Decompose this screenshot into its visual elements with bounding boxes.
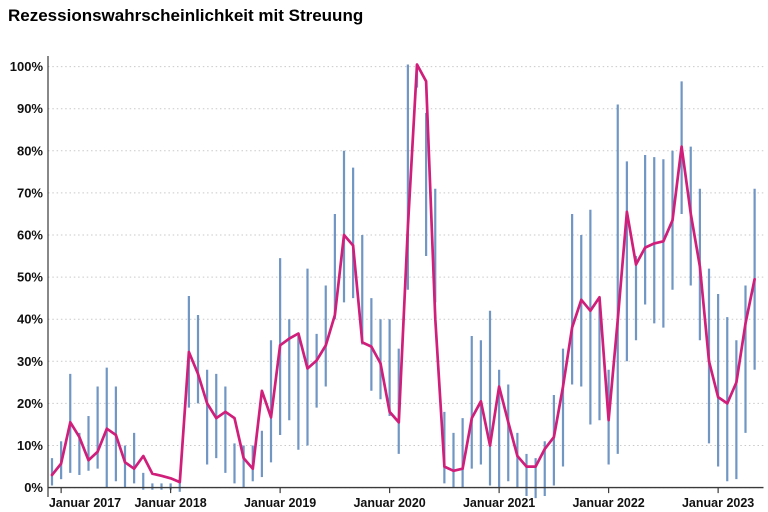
y-tick-label: 20% (17, 396, 43, 411)
x-tick-label: Januar 2017 (49, 496, 121, 510)
axis-layer (47, 56, 764, 497)
x-tick-label: Januar 2019 (244, 496, 316, 510)
x-tick-label: Januar 2021 (463, 496, 535, 510)
x-tick-label: Januar 2018 (134, 496, 206, 510)
tick-label-layer: 0% 10% 20% 30% 40% 50% 60% 70% 80% 90% 100% Januar … (10, 59, 755, 510)
dispersion-bars-layer (50, 64, 756, 499)
x-tick-label: Januar 2023 (682, 496, 754, 510)
probability-line-layer (50, 63, 756, 484)
y-tick-label: 30% (17, 354, 43, 369)
x-tick-label: Januar 2020 (353, 496, 425, 510)
y-tick-label: 70% (17, 185, 43, 200)
y-tick-label: 80% (17, 143, 43, 158)
y-tick-label: 10% (17, 438, 43, 453)
probability-line (50, 63, 756, 484)
y-tick-label: 40% (17, 312, 43, 327)
y-tick-label: 0% (24, 480, 43, 495)
y-tick-label: 90% (17, 101, 43, 116)
y-tick-label: 60% (17, 228, 43, 243)
y-tick-label: 100% (10, 59, 44, 74)
x-tick-label: Januar 2022 (572, 496, 644, 510)
chart-title: Rezessionswahrscheinlichkeit mit Streuun… (8, 6, 364, 25)
y-tick-label: 50% (17, 270, 43, 285)
